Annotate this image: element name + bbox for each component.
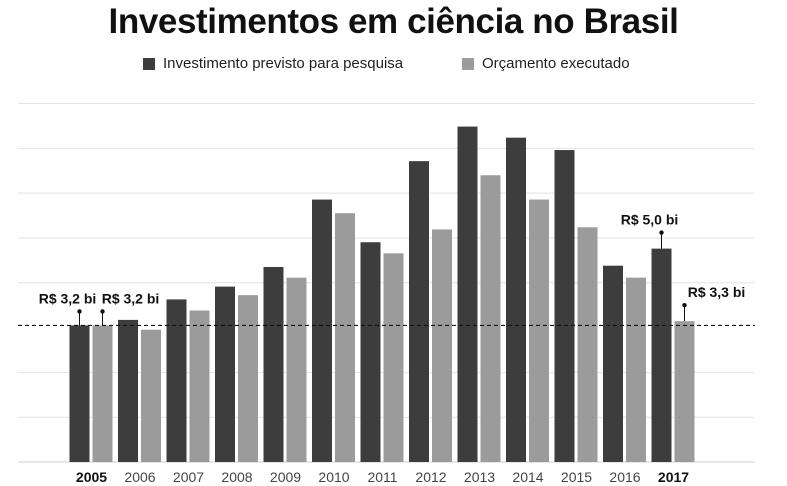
annotation-dot-1: [100, 309, 105, 314]
bar-previsto-2015: [554, 150, 575, 463]
x-tick-2011: 2011: [367, 469, 397, 485]
bar-previsto-2013: [457, 126, 478, 462]
bar-previsto-2009: [263, 266, 284, 462]
bar-executado-2005: [92, 325, 113, 462]
legend-item-previsto: Investimento previsto para pesquisa: [143, 55, 403, 72]
legend-swatch-executado: [462, 57, 474, 70]
bar-executado-2016: [626, 277, 646, 462]
annotation-label-0: R$ 3,2 bi: [39, 290, 97, 306]
legend-label-previsto: Investimento previsto para pesquisa: [163, 55, 404, 72]
x-tick-2007: 2007: [173, 469, 204, 485]
annotation-dot-0: [77, 309, 82, 314]
bar-executado-2011: [383, 253, 404, 462]
bar-previsto-2007: [166, 299, 187, 462]
bar-executado-2013: [480, 175, 501, 462]
bar-executado-2017: [674, 321, 695, 462]
x-tick-2014: 2014: [512, 469, 543, 485]
x-tick-2012: 2012: [415, 469, 446, 485]
legend-label-executado: Orçamento executado: [482, 55, 630, 72]
legend-swatch-previsto: [143, 57, 155, 70]
bar-previsto-2005: [69, 325, 90, 462]
bar-executado-2006: [141, 329, 161, 462]
bar-executado-2008: [238, 295, 258, 462]
bar-executado-2015: [577, 227, 598, 462]
x-tick-2010: 2010: [318, 469, 349, 485]
x-tick-2017: 2017: [658, 469, 689, 485]
x-tick-2009: 2009: [270, 469, 301, 485]
x-tick-2016: 2016: [609, 469, 640, 485]
x-tick-2006: 2006: [124, 469, 155, 485]
x-tick-2008: 2008: [221, 469, 252, 485]
bar-previsto-2012: [409, 161, 429, 462]
bar-previsto-2008: [215, 286, 235, 462]
annotation-label-2: R$ 5,0 bi: [621, 212, 679, 228]
bar-previsto-2006: [118, 319, 138, 462]
bar-previsto-2010: [312, 199, 332, 463]
x-tick-2015: 2015: [561, 469, 592, 485]
annotation-label-3: R$ 3,3 bi: [688, 284, 746, 300]
legend: Investimento previsto para pesquisa Orça…: [0, 55, 787, 77]
legend-item-executado: Orçamento executado: [462, 55, 630, 72]
bar-previsto-2017: [651, 248, 672, 462]
bar-executado-2014: [529, 199, 549, 463]
bar-executado-2007: [189, 310, 210, 462]
bar-previsto-2014: [506, 137, 526, 462]
annotation-label-1: R$ 3,2 bi: [102, 290, 160, 306]
bar-executado-2009: [286, 277, 307, 462]
bar-executado-2010: [335, 213, 355, 462]
bar-previsto-2011: [360, 242, 381, 462]
annotation-dot-2: [659, 230, 664, 235]
bar-previsto-2016: [603, 265, 623, 462]
bar-executado-2012: [432, 229, 452, 462]
x-tick-2005: 2005: [76, 469, 107, 485]
x-tick-2013: 2013: [464, 469, 495, 485]
annotation-dot-3: [682, 302, 687, 308]
chart-title: Investimentos em ciência no Brasil: [108, 2, 679, 41]
